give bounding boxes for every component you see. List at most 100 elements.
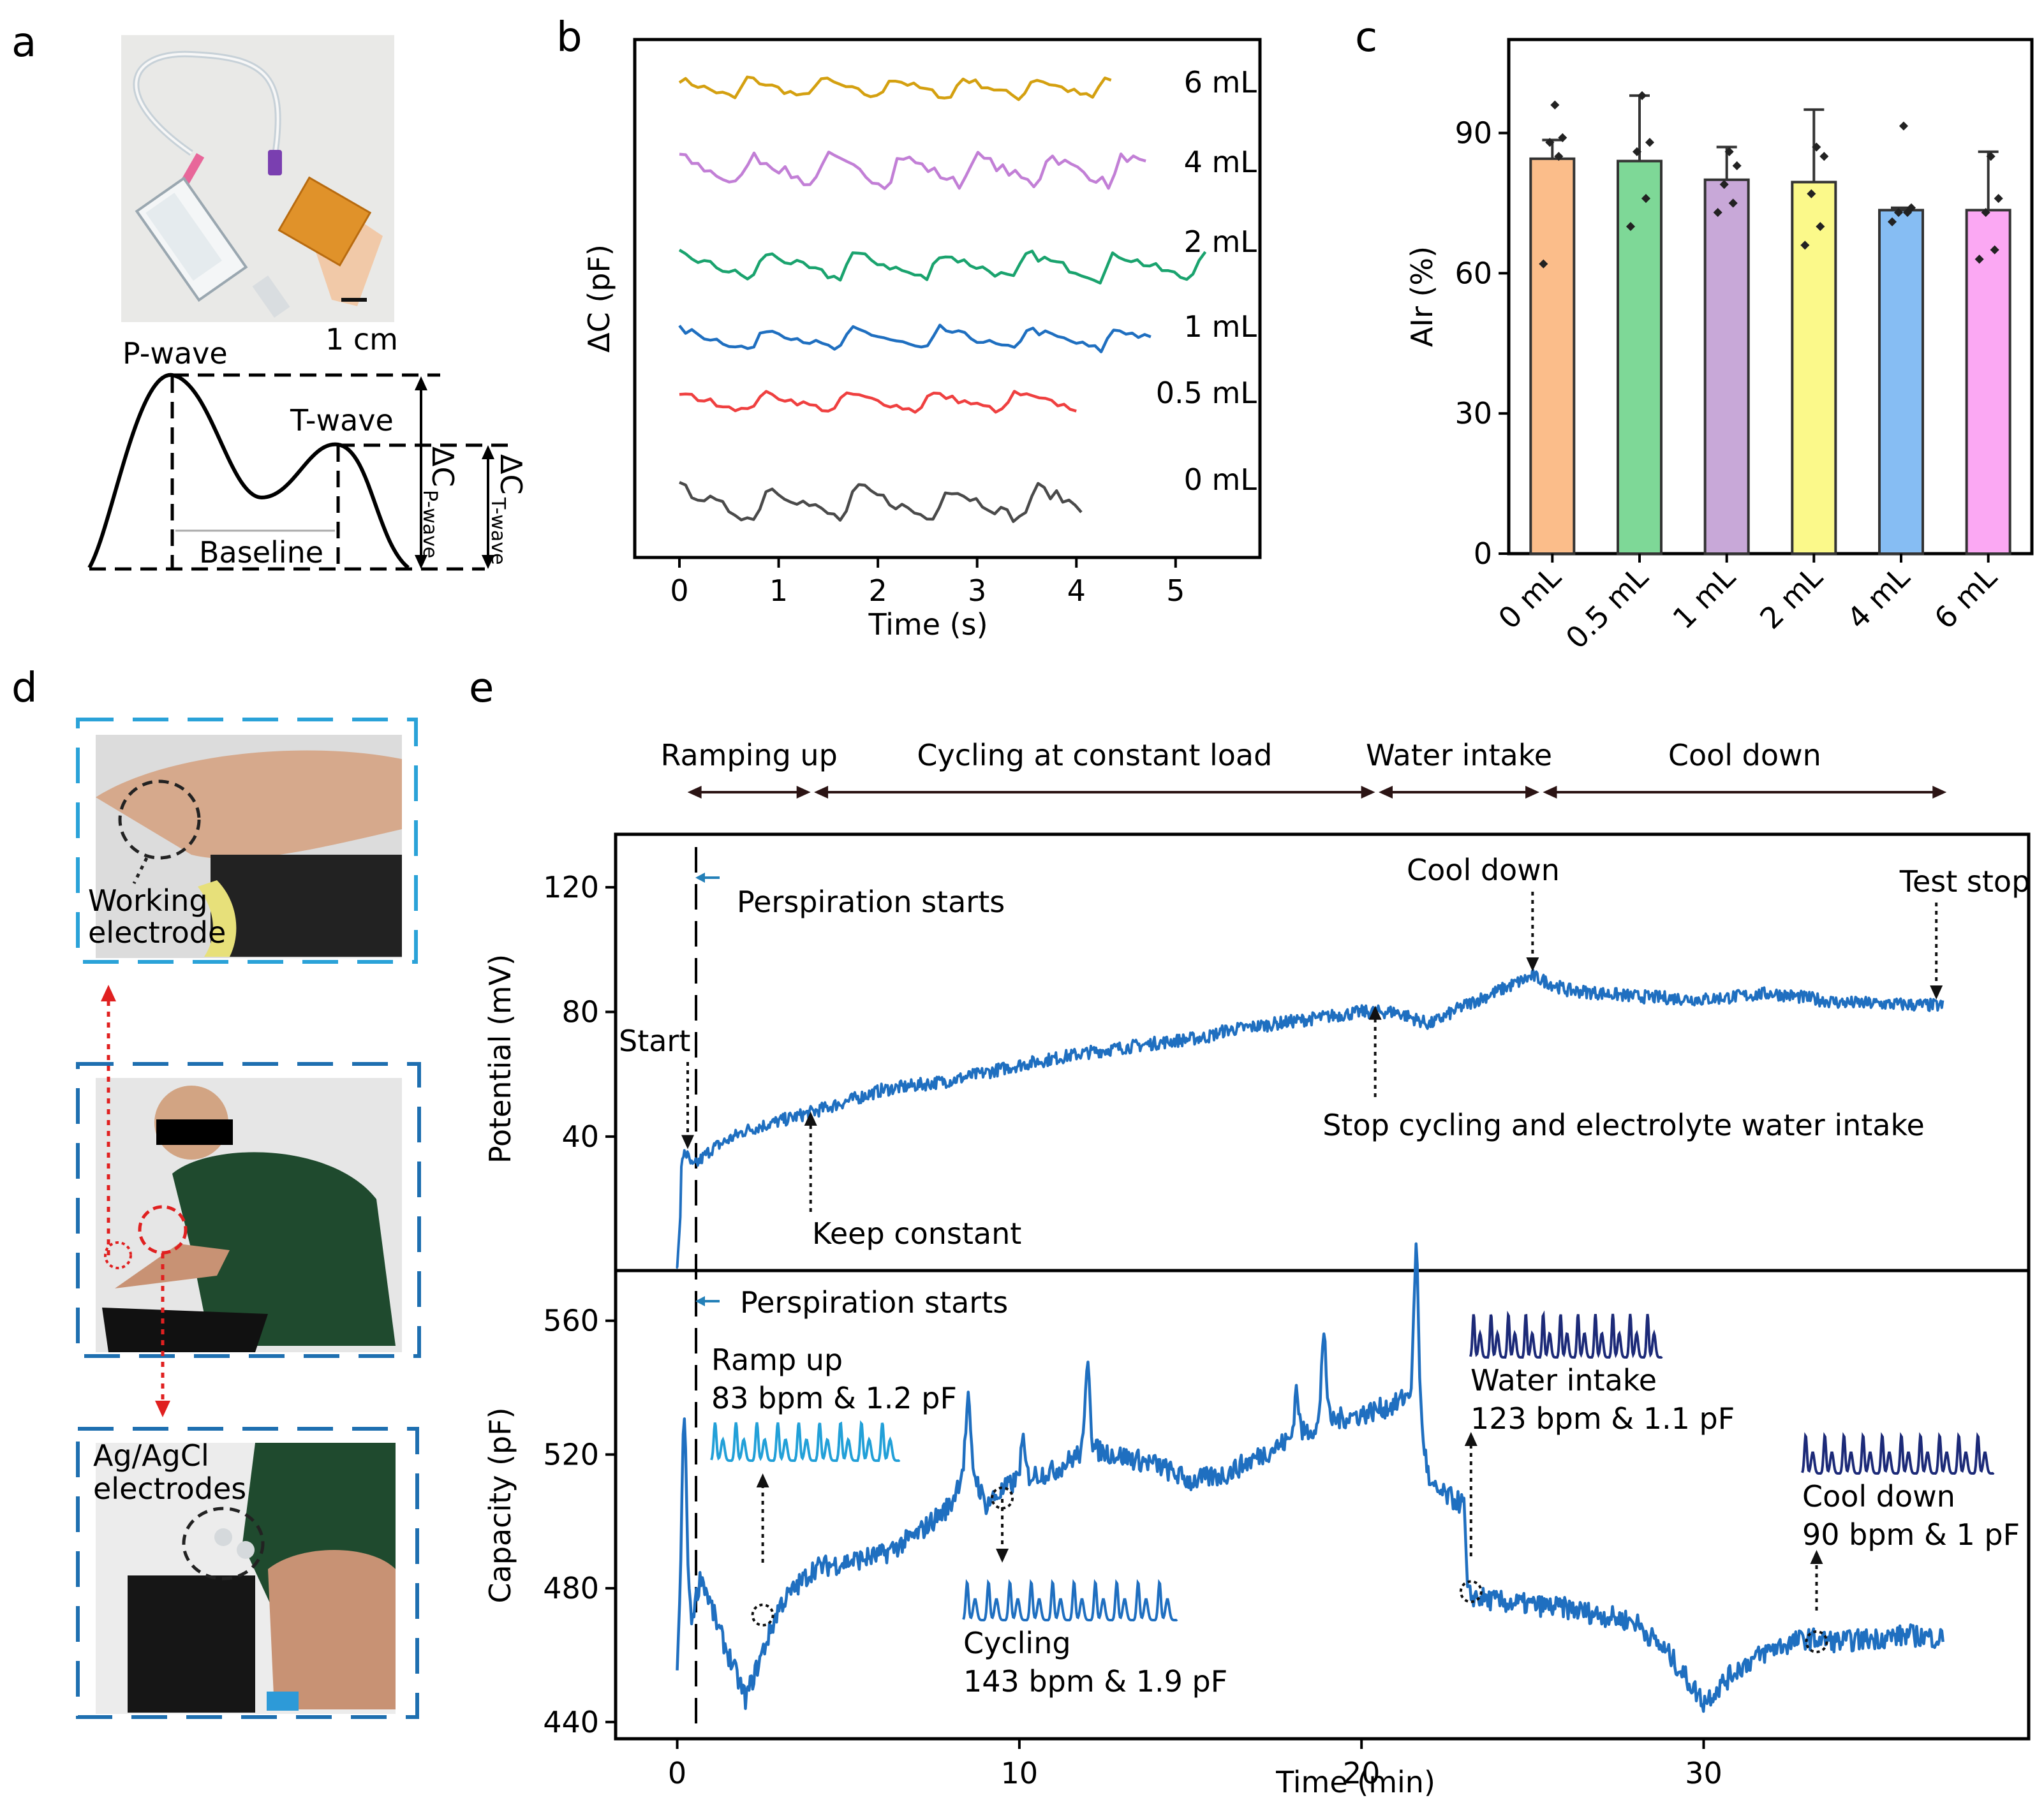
c-data-point bbox=[1550, 100, 1560, 110]
panel-c-y-axis: 0 30 60 90 bbox=[1455, 116, 1509, 571]
photo-agcl-electrodes: Ag/AgCl electrodes bbox=[76, 1427, 419, 1719]
delta-c-p-label: ΔC P-wave bbox=[418, 446, 460, 558]
panel-b-xlabel: Time (s) bbox=[868, 607, 988, 642]
working-electrode-label-1: Working bbox=[88, 883, 208, 918]
svg-text:P-wave: P-wave bbox=[418, 490, 441, 558]
b-series-line bbox=[679, 390, 1077, 414]
e-water-sub: 123 bpm & 1.1 pF bbox=[1470, 1401, 1735, 1436]
e-cooldown-top-label: Cool down bbox=[1407, 853, 1560, 887]
e-start-label: Start bbox=[619, 1024, 690, 1058]
e-phase-label: Cool down bbox=[1668, 738, 1821, 772]
panel-label-c: c bbox=[1355, 14, 1377, 61]
b-series-label: 1 mL bbox=[1184, 309, 1257, 344]
e-cooldown-bottom-sub: 90 bpm & 1 pF bbox=[1802, 1517, 2020, 1552]
b-series-line bbox=[679, 481, 1083, 523]
e-cooldown-bottom-label: Cool down bbox=[1802, 1479, 1955, 1514]
c-xtick-label: 2 mL bbox=[1753, 559, 1829, 635]
c-bar bbox=[1965, 209, 2011, 556]
e-cycling-inset bbox=[962, 1579, 1178, 1621]
e-annotation-arrowhead bbox=[1368, 1005, 1382, 1020]
e-phase-label: Cycling at constant load bbox=[917, 738, 1272, 772]
panel-e-top-ylabel: Potential (mV) bbox=[483, 954, 517, 1163]
e-perspiration-arrowhead bbox=[695, 873, 705, 883]
e-phase-arrowhead bbox=[1932, 786, 1947, 799]
panel-c-frame bbox=[1507, 38, 2034, 556]
e-water-inset bbox=[1469, 1310, 1663, 1359]
e-keep-constant-label: Keep constant bbox=[812, 1216, 1021, 1251]
e-annotation-arrowhead bbox=[804, 1111, 817, 1126]
b-series-label: 6 mL bbox=[1184, 65, 1257, 100]
c-xtick-label: 6 mL bbox=[1927, 559, 2003, 635]
e-phase-arrowhead bbox=[796, 786, 811, 799]
p-wave-label: P-wave bbox=[122, 336, 228, 371]
b-xtick-label: 1 bbox=[769, 573, 788, 608]
e-phase-arrowhead bbox=[1378, 786, 1393, 799]
photo-hand-closeup: Working electrode bbox=[76, 718, 418, 964]
baseline-label: Baseline bbox=[199, 535, 323, 570]
e-top-ytick-label: 80 bbox=[561, 994, 599, 1029]
e-annotation-arrowhead bbox=[1464, 1432, 1477, 1446]
e-rampup-label: Ramp up bbox=[711, 1343, 843, 1377]
c-bar bbox=[1878, 209, 1924, 556]
b-xtick-label: 2 bbox=[868, 573, 887, 608]
pulse-waveform-schematic: P-wave T-wave Baseline ΔC P-wave ΔC T-wa… bbox=[87, 336, 528, 571]
panel-e-chart: Ramping up Cycling at constant load Water … bbox=[483, 738, 2031, 1799]
e-test-stop-label: Test stop bbox=[1899, 864, 2031, 899]
c-bar bbox=[1791, 181, 1837, 555]
b-series-label: 0.5 mL bbox=[1156, 376, 1257, 410]
photo-cyclist bbox=[76, 1062, 421, 1358]
t-wave-label: T-wave bbox=[290, 403, 394, 438]
c-xtick-label: 1 mL bbox=[1666, 559, 1742, 635]
panel-b-x-axis: 0 1 2 3 4 5 bbox=[670, 557, 1185, 608]
panel-b-chart: 0 1 2 3 4 5 6 mL 4 mL 2 mL 1 mL 0.5 mL 0 mL Time (… bbox=[582, 38, 1262, 642]
panel-b-ylabel: ΔC (pF) bbox=[582, 244, 616, 353]
c-data-point bbox=[1994, 194, 2003, 203]
e-cooldown-inset bbox=[1801, 1432, 1995, 1475]
c-bar bbox=[1703, 178, 1750, 555]
e-water-label: Water intake bbox=[1470, 1363, 1657, 1398]
device-photo: 1 cm bbox=[121, 35, 398, 357]
svg-text:ΔC: ΔC bbox=[494, 454, 528, 495]
e-cooldown-marker bbox=[1805, 1630, 1828, 1653]
panel-e-phases: Ramping up Cycling at constant load Water … bbox=[661, 738, 1947, 799]
e-annotation-arrowhead bbox=[1810, 1550, 1823, 1564]
panel-c-bars bbox=[1529, 91, 2011, 556]
e-cycling-sub: 143 bpm & 1.9 pF bbox=[963, 1664, 1227, 1699]
panel-e-axes: 0 10 20 30 40 80 120 440 480 520 560 bbox=[543, 847, 1722, 1790]
b-xtick-label: 0 bbox=[670, 573, 688, 608]
panel-b-frame bbox=[633, 38, 1262, 559]
b-xtick-label: 3 bbox=[968, 573, 986, 608]
e-annotation-arrowhead bbox=[681, 1135, 694, 1149]
e-phase-arrowhead bbox=[1361, 786, 1375, 799]
e-stop-cycling-label: Stop cycling and electrolyte water intak… bbox=[1322, 1108, 1925, 1142]
e-cycling-label: Cycling bbox=[963, 1626, 1071, 1660]
panel-c-x-axis: 0 mL0.5 mL 1 mL 2 mL 4 mL 6 mL bbox=[1492, 554, 2004, 656]
e-xtick-label: 0 bbox=[668, 1756, 686, 1790]
c-data-point bbox=[1645, 138, 1655, 147]
b-series-line bbox=[679, 151, 1146, 190]
c-ytick-label: 60 bbox=[1455, 256, 1492, 290]
e-annotation-arrowhead bbox=[756, 1473, 769, 1487]
e-bottom-ytick-label: 520 bbox=[543, 1437, 599, 1471]
e-rampup-inset bbox=[710, 1420, 901, 1462]
e-phase-arrowhead bbox=[814, 786, 829, 799]
b-series-line bbox=[678, 323, 1152, 353]
e-phase-arrowhead bbox=[687, 786, 702, 799]
e-perspiration-arrowhead bbox=[695, 1296, 705, 1306]
agcl-electrodes-label-2: electrodes bbox=[93, 1471, 246, 1506]
e-xtick-label: 10 bbox=[1001, 1756, 1039, 1790]
panel-label-e: e bbox=[469, 665, 494, 712]
c-data-point bbox=[1899, 121, 1909, 131]
e-phase-arrowhead bbox=[1525, 786, 1540, 799]
c-xtick-label: 4 mL bbox=[1840, 559, 1916, 635]
panel-label-d: d bbox=[11, 665, 38, 712]
svg-text:ΔC: ΔC bbox=[426, 446, 460, 487]
b-series-line bbox=[678, 75, 1112, 101]
panel-e-bottom-ylabel: Capacity (pF) bbox=[483, 1407, 517, 1603]
e-phase-arrowhead bbox=[1543, 786, 1557, 799]
b-series-label: 2 mL bbox=[1184, 225, 1257, 259]
e-top-ytick-label: 120 bbox=[543, 870, 599, 904]
panel-e-annotations: Perspiration starts Start Keep constant Coo… bbox=[619, 853, 2030, 1699]
e-cycling-marker bbox=[991, 1486, 1014, 1510]
e-phase-label: Water intake bbox=[1366, 738, 1552, 772]
